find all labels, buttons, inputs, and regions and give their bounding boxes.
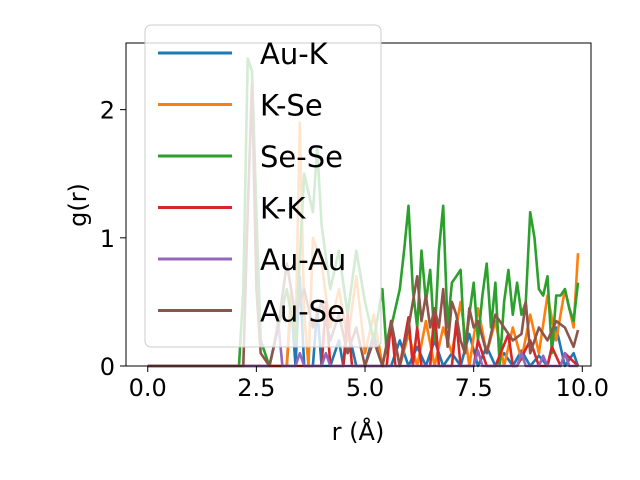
y-axis-label: g(r) bbox=[64, 183, 92, 227]
y-axis-ticks: 0 1 2 bbox=[100, 97, 126, 381]
x-axis-label: r (Å) bbox=[332, 417, 385, 446]
x-axis-ticks: 0.0 2.5 5.0 7.5 10.0 bbox=[129, 366, 609, 402]
legend-label: Se-Se bbox=[260, 140, 343, 174]
legend: Au-K K-Se Se-Se K-K Au-Au Au-Se bbox=[144, 24, 382, 348]
y-tick-label: 1 bbox=[100, 225, 115, 253]
x-tick-label: 2.5 bbox=[237, 374, 275, 402]
x-tick-label: 0.0 bbox=[129, 374, 167, 402]
legend-label: K-K bbox=[260, 192, 306, 226]
x-tick-label: 7.5 bbox=[455, 374, 493, 402]
x-tick-label: 5.0 bbox=[346, 374, 384, 402]
series-line-k-k bbox=[147, 300, 579, 368]
legend-label: Au-K bbox=[260, 37, 329, 71]
legend-label: Au-Au bbox=[260, 243, 346, 277]
legend-label: K-Se bbox=[260, 89, 323, 123]
x-tick-label: 10.0 bbox=[556, 374, 609, 402]
legend-label: Au-Se bbox=[260, 295, 345, 329]
y-tick-label: 0 bbox=[100, 353, 115, 381]
y-tick-label: 2 bbox=[100, 97, 115, 125]
